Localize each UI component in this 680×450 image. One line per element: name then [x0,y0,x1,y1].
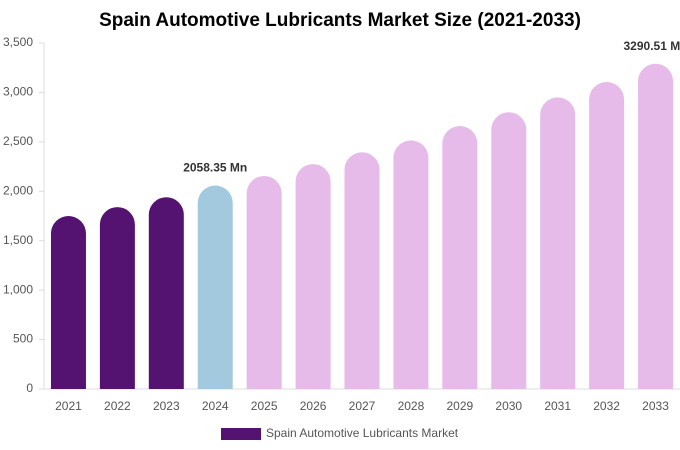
x-tick-label: 2028 [398,399,425,413]
chart-title: Spain Automotive Lubricants Market Size … [99,10,581,31]
y-tick-label: 1,000 [3,282,33,296]
y-tick-label: 0 [26,381,33,395]
y-tick-label: 2,500 [3,134,33,148]
bar [344,152,380,389]
bar [638,63,674,390]
bar [50,216,86,389]
x-tick-label: 2024 [202,399,229,413]
x-tick-label: 2022 [104,399,131,413]
x-tick-label: 2032 [593,399,620,413]
bar [393,140,429,389]
bar [246,175,282,389]
y-tick-label: 3,000 [3,85,33,99]
x-tick-label: 2031 [544,399,571,413]
x-tick-label: 2025 [251,399,278,413]
bar [197,185,233,389]
data-label: 2058.35 Mn [183,161,247,175]
x-tick-label: 2021 [55,399,82,413]
x-tick-label: 2026 [300,399,327,413]
bar [148,197,184,389]
y-tick-label: 500 [13,332,33,346]
bar [442,126,478,389]
y-tick-label: 2,000 [3,183,33,197]
bar [295,164,331,389]
legend-swatch [221,428,261,440]
legend-label: Spain Automotive Lubricants Market [266,426,459,440]
x-tick-label: 2023 [153,399,180,413]
bar [491,112,527,389]
bar [589,82,625,389]
x-tick-label: 2029 [446,399,473,413]
y-tick-label: 3,500 [3,35,33,49]
y-tick-label: 1,500 [3,233,33,247]
x-tick-label: 2027 [349,399,376,413]
data-label: 3290.51 Mn [624,39,680,53]
x-tick-label: 2033 [642,399,669,413]
x-tick-label: 2030 [495,399,522,413]
bar [540,97,576,389]
bar [99,207,135,389]
